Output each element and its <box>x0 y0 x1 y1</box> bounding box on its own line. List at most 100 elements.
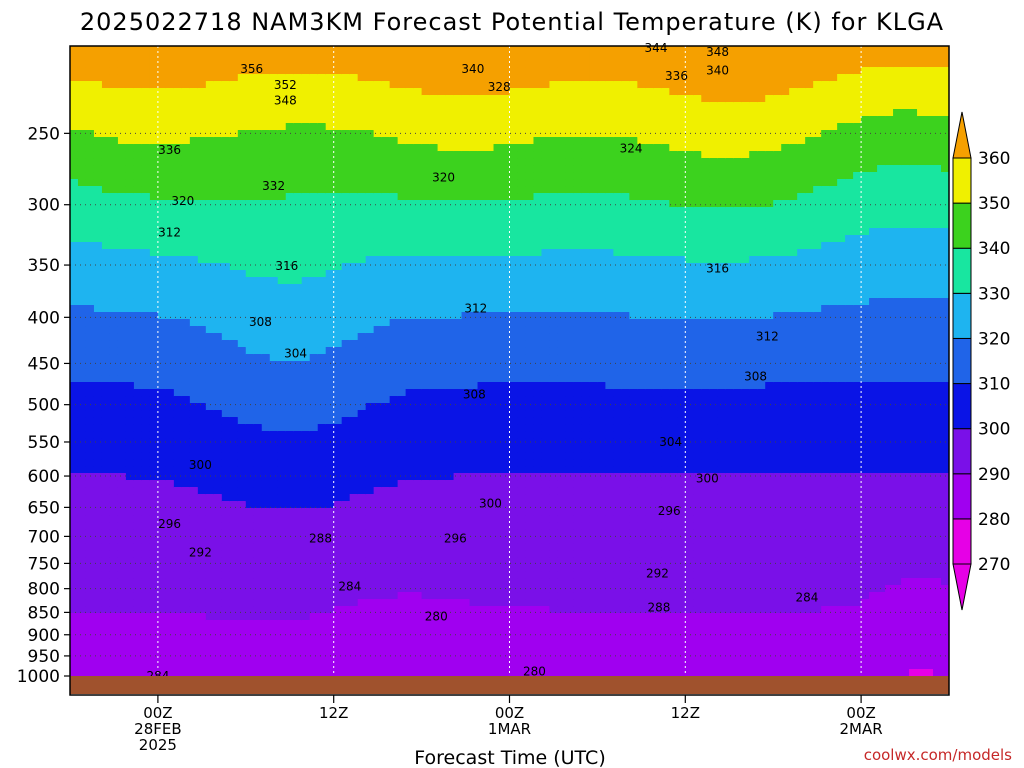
field-cell <box>293 284 303 292</box>
field-cell <box>261 305 271 313</box>
field-cell <box>349 424 359 432</box>
field-cell <box>325 179 335 187</box>
field-cell <box>325 557 335 565</box>
field-cell <box>437 312 447 320</box>
field-cell <box>341 494 351 502</box>
field-cell <box>477 571 487 579</box>
field-cell <box>181 606 191 614</box>
field-cell <box>70 396 79 404</box>
field-cell <box>245 284 255 292</box>
field-cell <box>445 263 455 271</box>
field-cell <box>429 312 439 320</box>
field-cell <box>445 613 455 621</box>
field-cell <box>245 459 255 467</box>
field-cell <box>125 305 135 313</box>
field-cell <box>181 228 191 236</box>
field-cell <box>293 158 303 166</box>
field-cell <box>341 501 351 509</box>
field-cell <box>293 88 303 96</box>
field-cell <box>109 655 119 663</box>
field-cell <box>397 550 407 558</box>
field-cell <box>349 361 359 369</box>
field-cell <box>70 319 79 327</box>
field-cell <box>125 144 135 152</box>
field-cell <box>85 431 95 439</box>
field-cell <box>205 46 215 54</box>
field-cell <box>285 354 295 362</box>
field-cell <box>325 221 335 229</box>
field-cell <box>381 242 391 250</box>
field-cell <box>477 179 487 187</box>
field-cell <box>301 214 311 222</box>
field-cell <box>349 620 359 628</box>
field-cell <box>389 270 399 278</box>
field-cell <box>309 389 319 397</box>
field-cell <box>165 291 175 299</box>
field-cell <box>149 424 159 432</box>
field-cell <box>149 242 159 250</box>
field-cell <box>165 368 175 376</box>
field-cell <box>229 452 239 460</box>
field-cell <box>269 494 279 502</box>
field-cell <box>285 312 295 320</box>
field-cell <box>77 319 87 327</box>
field-cell <box>189 179 199 187</box>
field-cell <box>413 46 423 54</box>
field-cell <box>349 109 359 117</box>
field-cell <box>181 137 191 145</box>
field-cell <box>70 382 79 390</box>
field-cell <box>437 67 447 75</box>
field-cell <box>173 445 183 453</box>
field-cell <box>469 60 479 68</box>
field-cell <box>285 578 295 586</box>
field-cell <box>341 263 351 271</box>
field-cell <box>333 340 343 348</box>
field-cell <box>349 74 359 82</box>
field-cell <box>309 172 319 180</box>
field-cell <box>237 410 247 418</box>
field-cell <box>109 305 119 313</box>
field-cell <box>213 361 223 369</box>
field-cell <box>229 431 239 439</box>
field-cell <box>373 277 383 285</box>
field-cell <box>285 382 295 390</box>
field-cell <box>221 347 231 355</box>
field-cell <box>133 599 143 607</box>
field-cell <box>229 88 239 96</box>
field-cell <box>253 543 263 551</box>
field-cell <box>293 319 303 327</box>
field-cell <box>117 564 127 572</box>
field-cell <box>221 151 231 159</box>
field-cell <box>253 557 263 565</box>
field-cell <box>301 592 311 600</box>
field-cell <box>333 249 343 257</box>
field-cell <box>117 445 127 453</box>
field-cell <box>117 67 127 75</box>
field-cell <box>509 88 519 96</box>
field-cell <box>269 263 279 271</box>
field-cell <box>189 585 199 593</box>
field-cell <box>405 263 415 271</box>
field-cell <box>461 606 471 614</box>
field-cell <box>357 249 367 257</box>
field-cell <box>405 452 415 460</box>
field-cell <box>357 494 367 502</box>
field-cell <box>173 396 183 404</box>
field-cell <box>493 249 503 257</box>
field-cell <box>493 116 503 124</box>
field-cell <box>237 291 247 299</box>
field-cell <box>205 480 215 488</box>
field-cell <box>349 606 359 614</box>
field-cell <box>333 389 343 397</box>
field-cell <box>381 53 391 61</box>
field-cell <box>461 312 471 320</box>
field-cell <box>189 116 199 124</box>
field-cell <box>269 431 279 439</box>
field-cell <box>485 214 495 222</box>
field-cell <box>277 473 287 481</box>
field-cell <box>437 109 447 117</box>
field-cell <box>181 67 191 75</box>
field-cell <box>237 263 247 271</box>
field-cell <box>373 585 383 593</box>
field-cell <box>357 298 367 306</box>
